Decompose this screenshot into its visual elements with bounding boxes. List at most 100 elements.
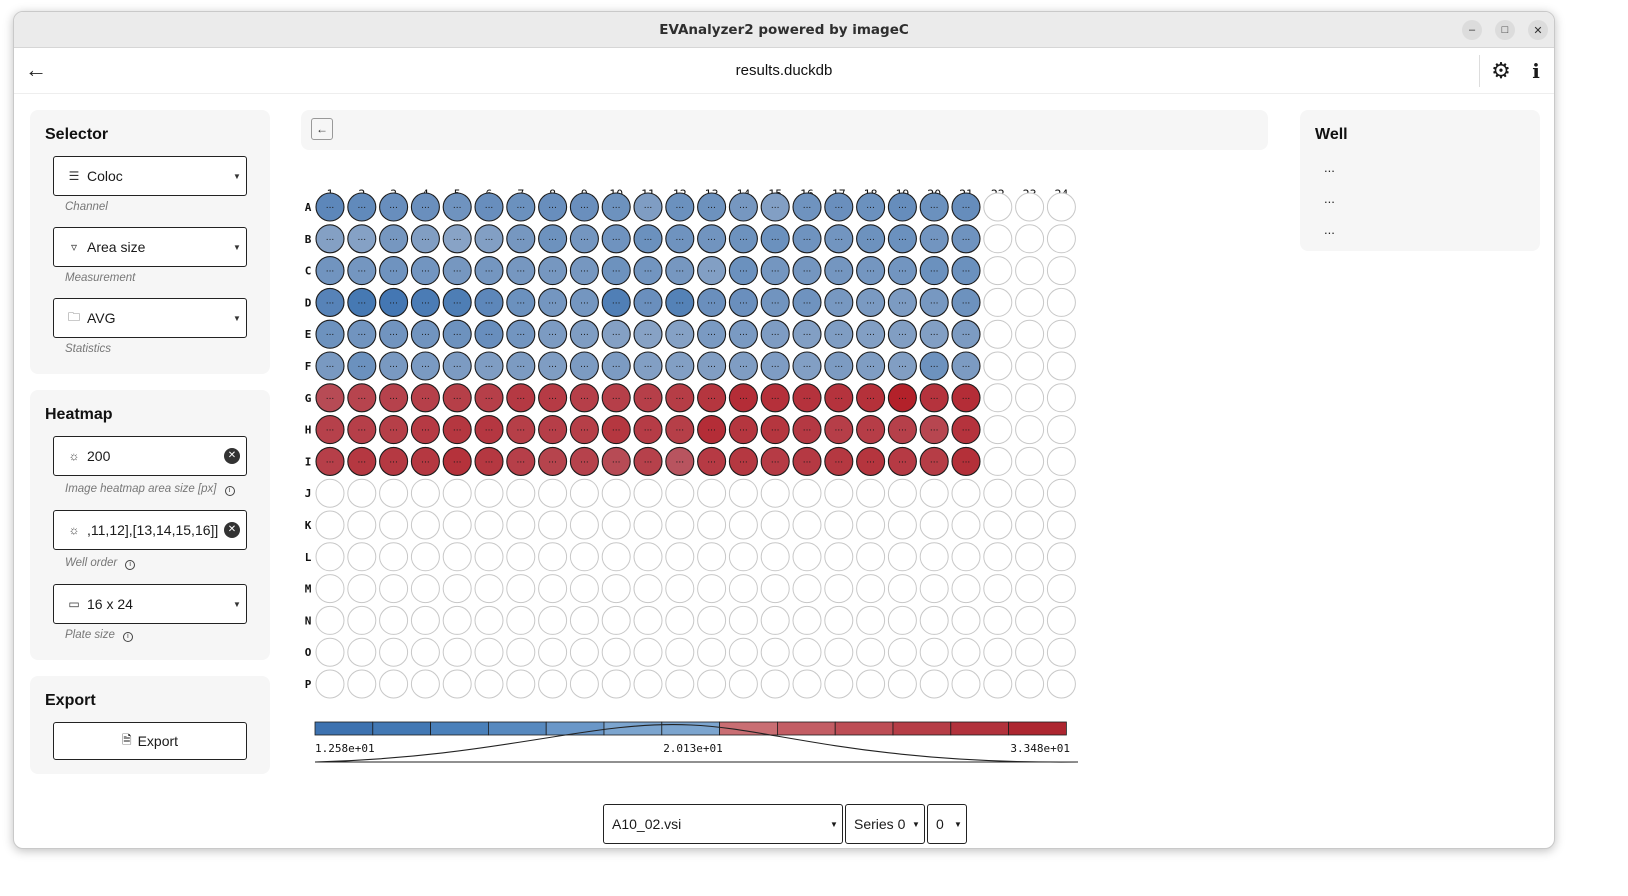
well-I19[interactable] (887, 446, 917, 476)
well-L15[interactable] (760, 542, 790, 572)
well-J9[interactable] (569, 478, 599, 508)
well-J4[interactable] (410, 478, 440, 508)
well-H8[interactable] (538, 415, 568, 445)
well-P21[interactable] (951, 669, 981, 699)
well-J12[interactable] (665, 478, 695, 508)
well-B8[interactable] (538, 224, 568, 254)
well-F10[interactable] (601, 351, 631, 381)
well-I11[interactable] (633, 446, 663, 476)
well-K7[interactable] (506, 510, 536, 540)
back-button[interactable]: ← (22, 57, 50, 85)
well-D18[interactable] (856, 287, 886, 317)
well-O1[interactable] (315, 637, 345, 667)
well-D10[interactable] (601, 287, 631, 317)
well-I1[interactable] (315, 446, 345, 476)
well-P20[interactable] (919, 669, 949, 699)
well-O11[interactable] (633, 637, 663, 667)
well-K20[interactable] (919, 510, 949, 540)
well-K13[interactable] (697, 510, 727, 540)
well-H12[interactable] (665, 415, 695, 445)
well-G2[interactable] (347, 383, 377, 413)
well-P14[interactable] (728, 669, 758, 699)
well-D24[interactable] (1046, 287, 1076, 317)
well-O6[interactable] (474, 637, 504, 667)
well-P12[interactable] (665, 669, 695, 699)
well-D22[interactable] (983, 287, 1013, 317)
well-G3[interactable] (379, 383, 409, 413)
well-H16[interactable] (792, 415, 822, 445)
series-select[interactable]: Series 0 ▼ (845, 804, 925, 844)
well-F16[interactable] (792, 351, 822, 381)
well-G10[interactable] (601, 383, 631, 413)
well-P8[interactable] (538, 669, 568, 699)
well-O4[interactable] (410, 637, 440, 667)
well-G24[interactable] (1046, 383, 1076, 413)
well-C7[interactable] (506, 256, 536, 286)
well-J24[interactable] (1046, 478, 1076, 508)
well-O3[interactable] (379, 637, 409, 667)
well-M23[interactable] (1015, 574, 1045, 604)
well-J14[interactable] (728, 478, 758, 508)
well-J7[interactable] (506, 478, 536, 508)
well-G5[interactable] (442, 383, 472, 413)
well-K1[interactable] (315, 510, 345, 540)
well-I13[interactable] (697, 446, 727, 476)
well-D3[interactable] (379, 287, 409, 317)
well-L6[interactable] (474, 542, 504, 572)
well-I24[interactable] (1046, 446, 1076, 476)
well-L13[interactable] (697, 542, 727, 572)
minimize-button[interactable]: – (1462, 20, 1482, 40)
well-K6[interactable] (474, 510, 504, 540)
well-A7[interactable] (506, 192, 536, 222)
well-C23[interactable] (1015, 256, 1045, 286)
well-P22[interactable] (983, 669, 1013, 699)
well-O16[interactable] (792, 637, 822, 667)
well-F5[interactable] (442, 351, 472, 381)
well-B9[interactable] (569, 224, 599, 254)
well-C3[interactable] (379, 256, 409, 286)
well-L24[interactable] (1046, 542, 1076, 572)
well-D15[interactable] (760, 287, 790, 317)
well-O2[interactable] (347, 637, 377, 667)
well-M17[interactable] (824, 574, 854, 604)
well-N6[interactable] (474, 605, 504, 635)
well-G22[interactable] (983, 383, 1013, 413)
well-C6[interactable] (474, 256, 504, 286)
well-B15[interactable] (760, 224, 790, 254)
well-F13[interactable] (697, 351, 727, 381)
well-E20[interactable] (919, 319, 949, 349)
well-C21[interactable] (951, 256, 981, 286)
well-O10[interactable] (601, 637, 631, 667)
well-F11[interactable] (633, 351, 663, 381)
well-L23[interactable] (1015, 542, 1045, 572)
well-P1[interactable] (315, 669, 345, 699)
well-D20[interactable] (919, 287, 949, 317)
well-N13[interactable] (697, 605, 727, 635)
well-N23[interactable] (1015, 605, 1045, 635)
clear-icon[interactable]: ✕ (224, 522, 240, 538)
well-I23[interactable] (1015, 446, 1045, 476)
well-H13[interactable] (697, 415, 727, 445)
well-J5[interactable] (442, 478, 472, 508)
well-K23[interactable] (1015, 510, 1045, 540)
well-N12[interactable] (665, 605, 695, 635)
well-O19[interactable] (887, 637, 917, 667)
well-H19[interactable] (887, 415, 917, 445)
well-C16[interactable] (792, 256, 822, 286)
close-button[interactable]: ✕ (1528, 20, 1548, 40)
well-D14[interactable] (728, 287, 758, 317)
well-A18[interactable] (856, 192, 886, 222)
well-I16[interactable] (792, 446, 822, 476)
well-C14[interactable] (728, 256, 758, 286)
well-C24[interactable] (1046, 256, 1076, 286)
well-K4[interactable] (410, 510, 440, 540)
well-G9[interactable] (569, 383, 599, 413)
well-A6[interactable] (474, 192, 504, 222)
well-M24[interactable] (1046, 574, 1076, 604)
index-select[interactable]: 0 ▼ (927, 804, 967, 844)
well-D17[interactable] (824, 287, 854, 317)
well-K9[interactable] (569, 510, 599, 540)
well-C11[interactable] (633, 256, 663, 286)
well-D12[interactable] (665, 287, 695, 317)
well-G14[interactable] (728, 383, 758, 413)
